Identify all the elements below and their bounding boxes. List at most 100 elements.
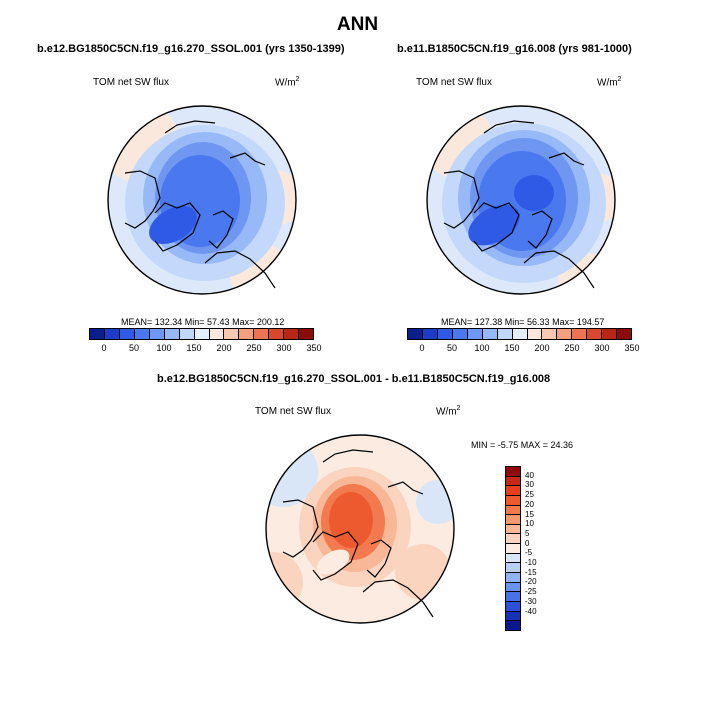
panel1-colorbar-tick-label: 0: [89, 343, 119, 353]
panel1-colorbar-swatch: [150, 329, 165, 339]
diff-colorbar-swatch: [506, 602, 520, 612]
diff-colorbar-tick-label: -25: [525, 587, 537, 596]
panel1-colorbar-swatch: [210, 329, 225, 339]
panel1-colorbar-swatch: [224, 329, 239, 339]
figure-title: ANN: [0, 14, 715, 36]
panel1-colorbar-tick-label: 150: [179, 343, 209, 353]
panel2-colorbar-swatch: [483, 329, 498, 339]
panel2-stats: MEAN= 127.38 Min= 56.33 Max= 194.57: [441, 317, 604, 327]
panel1-colorbar-swatch: [284, 329, 299, 339]
diff-colorbar-tick-label: 30: [525, 480, 534, 489]
diff-variable-label: TOM net SW flux: [255, 406, 331, 417]
panel1-colorbar-swatch: [239, 329, 254, 339]
panel2-colorbar-tick-label: 100: [467, 343, 497, 353]
panel2-colorbar-swatch: [423, 329, 438, 339]
diff-colorbar-swatch: [506, 486, 520, 496]
panel1-colorbar-swatch: [120, 329, 135, 339]
diff-colorbar: 40 30 25 20 15 10 5 0 -5 -10 -15 -20 -25 -30 -40: [505, 466, 565, 631]
panel1-colorbar-tick-label: 250: [239, 343, 269, 353]
panel1-colorbar-swatch: [195, 329, 210, 339]
panel2-colorbar-swatch: [408, 329, 423, 339]
diff-colorbar-swatch: [506, 592, 520, 602]
panel1-case-title: b.e12.BG1850C5CN.f19_g16.270_SSOL.001 (y…: [37, 43, 345, 55]
diff-case-title: b.e12.BG1850C5CN.f19_g16.270_SSOL.001 - …: [157, 373, 550, 385]
panel2-colorbar-swatch: [468, 329, 483, 339]
diff-colorbar-swatch: [506, 612, 520, 622]
diff-colorbar-tick-label: 25: [525, 490, 534, 499]
diff-colorbar-swatch: [506, 563, 520, 573]
diff-colorbar-swatch: [506, 467, 520, 477]
diff-colorbar-swatch: [506, 573, 520, 583]
panel1-colorbar-tick-label: 100: [149, 343, 179, 353]
panel2-colorbar-swatch: [557, 329, 572, 339]
panel1-colorbar-tick-label: 200: [209, 343, 239, 353]
diff-colorbar-tick-label: 20: [525, 500, 534, 509]
panel1-colorbar-swatch: [90, 329, 105, 339]
diff-colorbar-swatch: [506, 477, 520, 487]
panel1-colorbar-tick-label: 50: [119, 343, 149, 353]
panel2-colorbar-swatches: [407, 328, 632, 340]
panel1-colorbar-tick-label: 300: [269, 343, 299, 353]
diff-colorbar-tick-label: 15: [525, 510, 534, 519]
diff-colorbar-ticks: 40 30 25 20 15 10 5 0 -5 -10 -15 -20 -25 -30 -40: [525, 466, 565, 631]
panel1-colorbar-swatch: [254, 329, 269, 339]
diff-colorbar-swatch: [506, 506, 520, 516]
panel2-case-title: b.e11.B1850C5CN.f19_g16.008 (yrs 981-100…: [397, 43, 632, 55]
diff-polar-map: [263, 432, 457, 626]
diff-colorbar-swatch: [506, 554, 520, 564]
diff-colorbar-swatch: [506, 583, 520, 593]
panel2-colorbar-tick-label: 150: [497, 343, 527, 353]
panel2-colorbar: 0 50 100 150 200 250 300 350: [407, 328, 632, 340]
diff-colorbar-swatch: [506, 544, 520, 554]
diff-colorbar-tick-label: 40: [525, 471, 534, 480]
panel1-colorbar-swatch: [135, 329, 150, 339]
diff-colorbar-tick-label: 10: [525, 519, 534, 528]
diff-colorbar-tick-label: -5: [525, 548, 532, 557]
panel2-colorbar-swatch: [453, 329, 468, 339]
panel2-polar-map: [424, 103, 618, 297]
panel1-colorbar-swatch: [269, 329, 284, 339]
panel2-colorbar-swatch: [513, 329, 528, 339]
panel2-colorbar-swatch: [602, 329, 617, 339]
panel1-units: W/m2: [275, 76, 299, 88]
panel2-units: W/m2: [597, 76, 621, 88]
diff-colorbar-tick-label: 0: [525, 539, 529, 548]
panel1-stats: MEAN= 132.34 Min= 57.43 Max= 200.12: [121, 317, 284, 327]
diff-colorbar-tick-label: -10: [525, 558, 537, 567]
diff-colorbar-swatch: [506, 515, 520, 525]
diff-colorbar-tick-label: -30: [525, 597, 537, 606]
diff-colorbar-tick-label: -40: [525, 607, 537, 616]
panel2-colorbar-swatch: [528, 329, 543, 339]
panel1-colorbar: 0 50 100 150 200 250 300 350: [89, 328, 314, 340]
panel2-colorbar-tick-label: 350: [617, 343, 647, 353]
diff-colorbar-swatch: [506, 621, 520, 630]
panel1-colorbar-swatch: [180, 329, 195, 339]
diff-stats: MIN = -5.75 MAX = 24.36: [471, 440, 573, 450]
diff-units: W/m2: [436, 405, 460, 417]
panel1-variable-label: TOM net SW flux: [93, 77, 169, 88]
panel1-colorbar-swatch: [299, 329, 313, 339]
panel2-colorbar-swatch: [587, 329, 602, 339]
panel2-colorbar-tick-label: 300: [587, 343, 617, 353]
panel1-colorbar-swatches: [89, 328, 314, 340]
panel1-colorbar-tick-label: 350: [299, 343, 329, 353]
panel2-colorbar-tick-label: 50: [437, 343, 467, 353]
panel1-colorbar-swatch: [105, 329, 120, 339]
panel2-colorbar-swatch: [572, 329, 587, 339]
panel2-colorbar-swatch: [438, 329, 453, 339]
diff-colorbar-tick-label: -20: [525, 577, 537, 586]
diff-colorbar-tick-label: 5: [525, 529, 529, 538]
diff-colorbar-swatch: [506, 525, 520, 535]
diff-colorbar-swatch: [506, 496, 520, 506]
panel2-colorbar-tick-label: 250: [557, 343, 587, 353]
panel2-variable-label: TOM net SW flux: [416, 77, 492, 88]
panel2-colorbar-tick-label: 200: [527, 343, 557, 353]
panel2-colorbar-swatch: [542, 329, 557, 339]
diff-colorbar-tick-label: -15: [525, 568, 537, 577]
panel1-polar-map: [105, 103, 299, 297]
panel2-colorbar-swatch: [617, 329, 631, 339]
panel2-colorbar-swatch: [498, 329, 513, 339]
panel1-colorbar-swatch: [165, 329, 180, 339]
diff-colorbar-swatches: [505, 466, 521, 631]
diff-colorbar-swatch: [506, 534, 520, 544]
